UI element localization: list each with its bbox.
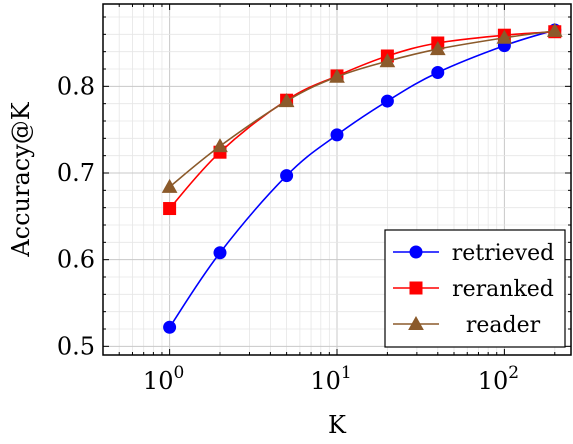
y-axis-label: Accuracy@K — [7, 101, 35, 257]
legend-item-reranked: reranked — [393, 277, 554, 302]
legend-item-retrieved: retrieved — [393, 241, 554, 266]
data-point-reader — [429, 41, 446, 56]
y-tick-label: 0.5 — [57, 332, 95, 360]
legend-marker — [409, 281, 423, 295]
data-point-retrieved — [163, 320, 177, 334]
data-point-reader — [278, 93, 295, 108]
legend-marker — [408, 315, 424, 330]
data-point-retrieved — [431, 65, 445, 79]
series-layer — [161, 22, 563, 334]
legend-item-reader: reader — [393, 313, 541, 338]
x-tick-label: 100 — [143, 363, 184, 395]
data-point-reader — [546, 22, 563, 37]
data-point-retrieved — [280, 169, 294, 183]
legend-label: reader — [466, 313, 541, 338]
legend: retrieved reranked reader — [384, 229, 566, 348]
data-point-reader — [496, 29, 513, 44]
series-reader — [161, 22, 563, 193]
x-tick-label: 101 — [310, 363, 351, 395]
legend-marker — [409, 245, 423, 259]
x-tick-label: 102 — [478, 363, 519, 395]
y-tick-label: 0.7 — [57, 159, 95, 187]
data-point-reranked — [163, 202, 177, 216]
ticks: 100 101 102 0.5 0.6 0.7 0.8 — [57, 4, 571, 395]
data-point-reader — [379, 53, 396, 68]
series-reranked — [163, 25, 562, 216]
legend-label: retrieved — [452, 241, 554, 266]
data-point-retrieved — [380, 94, 394, 108]
x-axis-label: K — [328, 411, 347, 439]
data-point-reader — [161, 178, 178, 193]
legend-label: reranked — [452, 277, 554, 302]
data-point-retrieved — [213, 246, 227, 260]
data-point-reader — [329, 68, 345, 83]
data-point-retrieved — [330, 128, 344, 142]
data-point-reader — [212, 138, 228, 153]
y-tick-label: 0.6 — [57, 246, 95, 274]
y-tick-label: 0.8 — [57, 72, 95, 100]
